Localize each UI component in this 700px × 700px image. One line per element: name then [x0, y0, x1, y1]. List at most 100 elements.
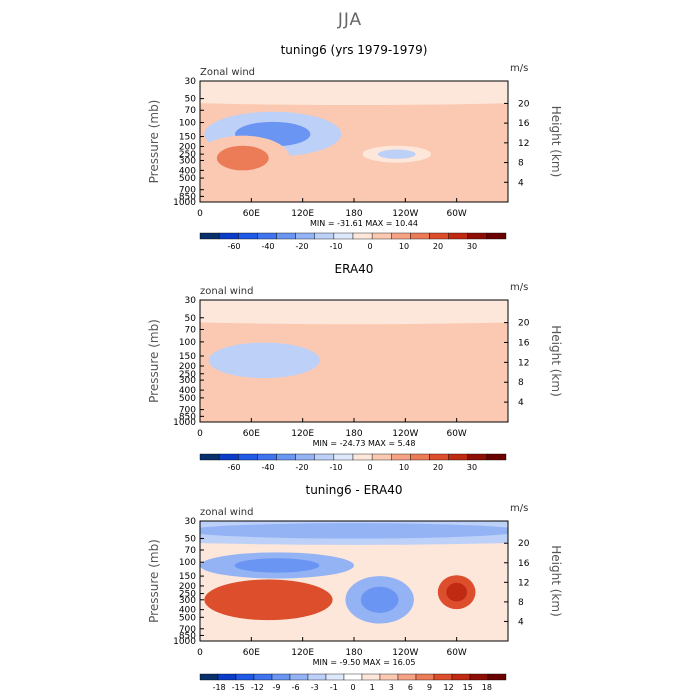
y-tick-label: 100	[179, 338, 196, 348]
panel-title: ERA40	[335, 262, 374, 276]
x-tick-label: 120E	[291, 429, 314, 439]
y-tick-label: 400	[179, 606, 196, 616]
x-tick-label: 180	[345, 648, 362, 658]
colorbar-swatch	[343, 673, 363, 681]
colorbar-swatch	[486, 453, 507, 461]
region-stratosphere-core	[200, 302, 508, 318]
y-tick-label: 50	[185, 95, 197, 105]
y-tick-label: 700	[179, 186, 196, 196]
y-tick-label: 700	[179, 625, 196, 635]
colorbar-swatch	[217, 673, 237, 681]
y2-tick-label: 8	[518, 159, 524, 169]
colorbar-swatch	[451, 673, 471, 681]
y-tick-label: 50	[185, 314, 197, 324]
y-tick-label: 100	[179, 119, 196, 129]
colorbar-label: -40	[261, 463, 274, 472]
colorbar: -60 -40 -20 -10 0 10 20 30	[199, 232, 507, 251]
y-tick-label: 850	[179, 192, 196, 202]
y-tick-label: 30	[185, 77, 197, 87]
colorbar-swatch	[487, 673, 507, 681]
colorbar-label: -3	[311, 683, 319, 692]
y-tick-label: 500	[179, 174, 196, 184]
plot-area	[200, 81, 508, 202]
colorbar-label: 0	[350, 683, 355, 692]
y2-tick-label: 8	[518, 378, 524, 388]
y-tick-label: 30	[185, 296, 197, 306]
region-jet-outer-core	[233, 350, 295, 371]
colorbar-swatch	[314, 232, 335, 240]
y-tick-label: 500	[179, 613, 196, 623]
x-tick-label: 60W	[446, 429, 466, 439]
colorbar-swatch	[429, 453, 449, 461]
colorbar-swatch	[253, 673, 273, 681]
y-tick-label: 300	[179, 376, 196, 386]
region-stratosphere-core	[200, 523, 508, 539]
y2-tick-label: 4	[518, 398, 524, 408]
colorbar-label: 12	[444, 683, 454, 692]
x-tick-label: 120W	[392, 209, 418, 219]
colorbar-swatch	[199, 232, 220, 240]
colorbar-label: -18	[213, 683, 226, 692]
region-upper-negative-core	[234, 558, 320, 573]
x-tick-label: 120W	[392, 648, 418, 658]
units-label: m/s	[510, 63, 528, 74]
y2-tick-label: 20	[518, 99, 530, 109]
x-tick-label: 0	[197, 209, 203, 219]
y-axis-label: Pressure (mb)	[147, 319, 161, 403]
x-tick-label: 180	[345, 209, 362, 219]
colorbar-swatch	[467, 453, 488, 461]
y-tick-label: 1000	[173, 637, 196, 647]
y-tick-label: 250	[179, 150, 196, 160]
colorbar-label: -6	[292, 683, 300, 692]
field-label: zonal wind	[200, 507, 253, 518]
y2-tick-label: 20	[518, 539, 530, 549]
field-label: zonal wind	[200, 286, 253, 297]
y2-tick-label: 16	[518, 559, 530, 569]
y-tick-label: 400	[179, 386, 196, 396]
colorbar-swatch	[289, 673, 309, 681]
x-tick-label: 60E	[243, 209, 260, 219]
colorbar-label: 20	[433, 463, 443, 472]
colorbar-swatch	[379, 673, 399, 681]
colorbar-label: 9	[427, 683, 432, 692]
colorbar-swatch	[469, 673, 489, 681]
min-max-label: MIN = -24.73 MAX = 5.48	[313, 439, 416, 448]
colorbar-swatch	[391, 453, 411, 461]
plot-area	[200, 521, 508, 641]
colorbar-swatch	[235, 673, 255, 681]
colorbar-label: -60	[227, 242, 240, 251]
colorbar-swatch	[333, 232, 354, 240]
x-tick-label: 60E	[243, 648, 260, 658]
y2-axis-label: Height (km)	[549, 545, 563, 616]
colorbar-swatch	[410, 453, 430, 461]
panel-title: tuning6 (yrs 1979-1979)	[281, 43, 428, 57]
y2-tick-label: 4	[518, 617, 524, 627]
y-tick-label: 1000	[173, 418, 196, 428]
colorbar-swatch	[238, 453, 258, 461]
region-stratosphere-core	[200, 83, 508, 99]
x-tick-label: 0	[197, 429, 203, 439]
region-central-negative-core	[360, 586, 399, 613]
y-tick-label: 850	[179, 631, 196, 641]
colorbar-swatch	[448, 232, 468, 240]
y-tick-label: 70	[185, 106, 197, 116]
colorbar-label: -10	[329, 242, 342, 251]
y2-tick-label: 8	[518, 598, 524, 608]
x-tick-label: 60W	[446, 648, 466, 658]
region-pacific-positive-core	[446, 582, 468, 602]
colorbar-swatch	[352, 453, 373, 461]
y-tick-label: 150	[179, 572, 196, 582]
colorbar-label: 1	[370, 683, 375, 692]
colorbar-swatch	[295, 232, 315, 240]
min-max-label: MIN = -31.61 MAX = 10.44	[310, 219, 418, 228]
y-tick-label: 30	[185, 517, 197, 527]
colorbar-label: 15	[463, 683, 473, 692]
y-axis-label: Pressure (mb)	[147, 539, 161, 623]
colorbar-label: -9	[273, 683, 281, 692]
y-tick-label: 300	[179, 596, 196, 606]
colorbar-swatch	[433, 673, 453, 681]
colorbar-label: 0	[367, 242, 372, 251]
x-tick-label: 0	[197, 648, 203, 658]
